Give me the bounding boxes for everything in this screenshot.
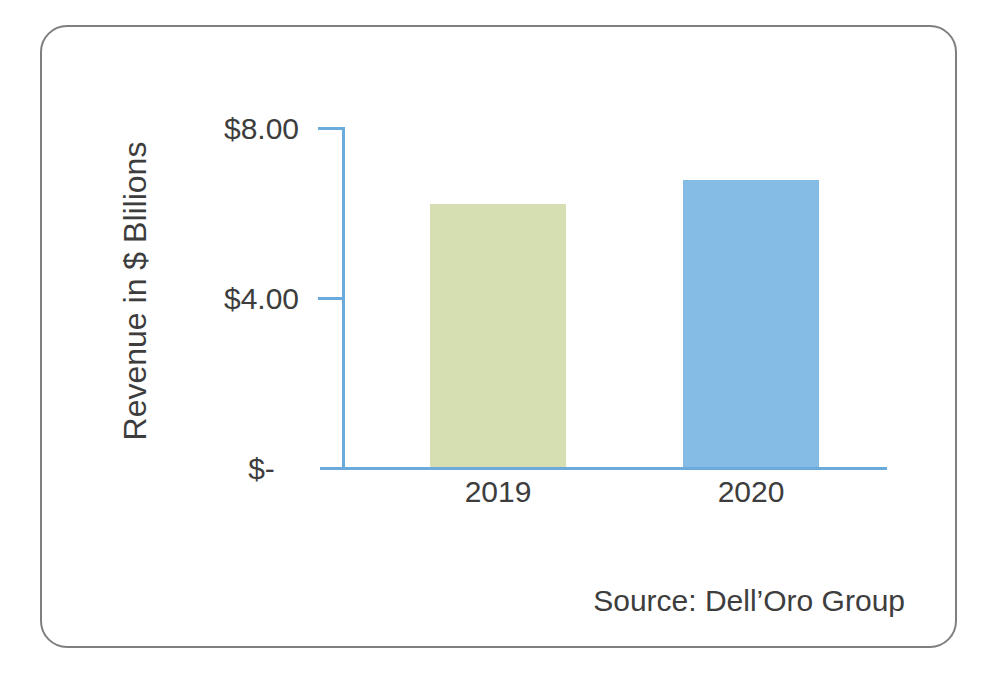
y-axis-line	[342, 127, 345, 470]
x-tick-label-2019: 2019	[430, 475, 566, 509]
source-text: Source: Dell’Oro Group	[593, 584, 905, 618]
y-axis-title: Revenue in $ Blilions	[117, 142, 154, 441]
y-tick-label-8: $8.00	[184, 112, 339, 146]
bar-2019	[430, 204, 566, 468]
y-tick-label-0: $-	[184, 452, 339, 486]
x-axis-line	[320, 467, 887, 470]
y-tick-mark-8	[318, 127, 345, 130]
y-tick-label-4: $4.00	[184, 282, 339, 316]
x-tick-label-2020: 2020	[683, 475, 819, 509]
bar-2020	[683, 180, 819, 467]
chart-card: Revenue in $ Blilions $8.00 $4.00 $- 201…	[40, 25, 957, 648]
y-tick-mark-4	[318, 297, 345, 300]
